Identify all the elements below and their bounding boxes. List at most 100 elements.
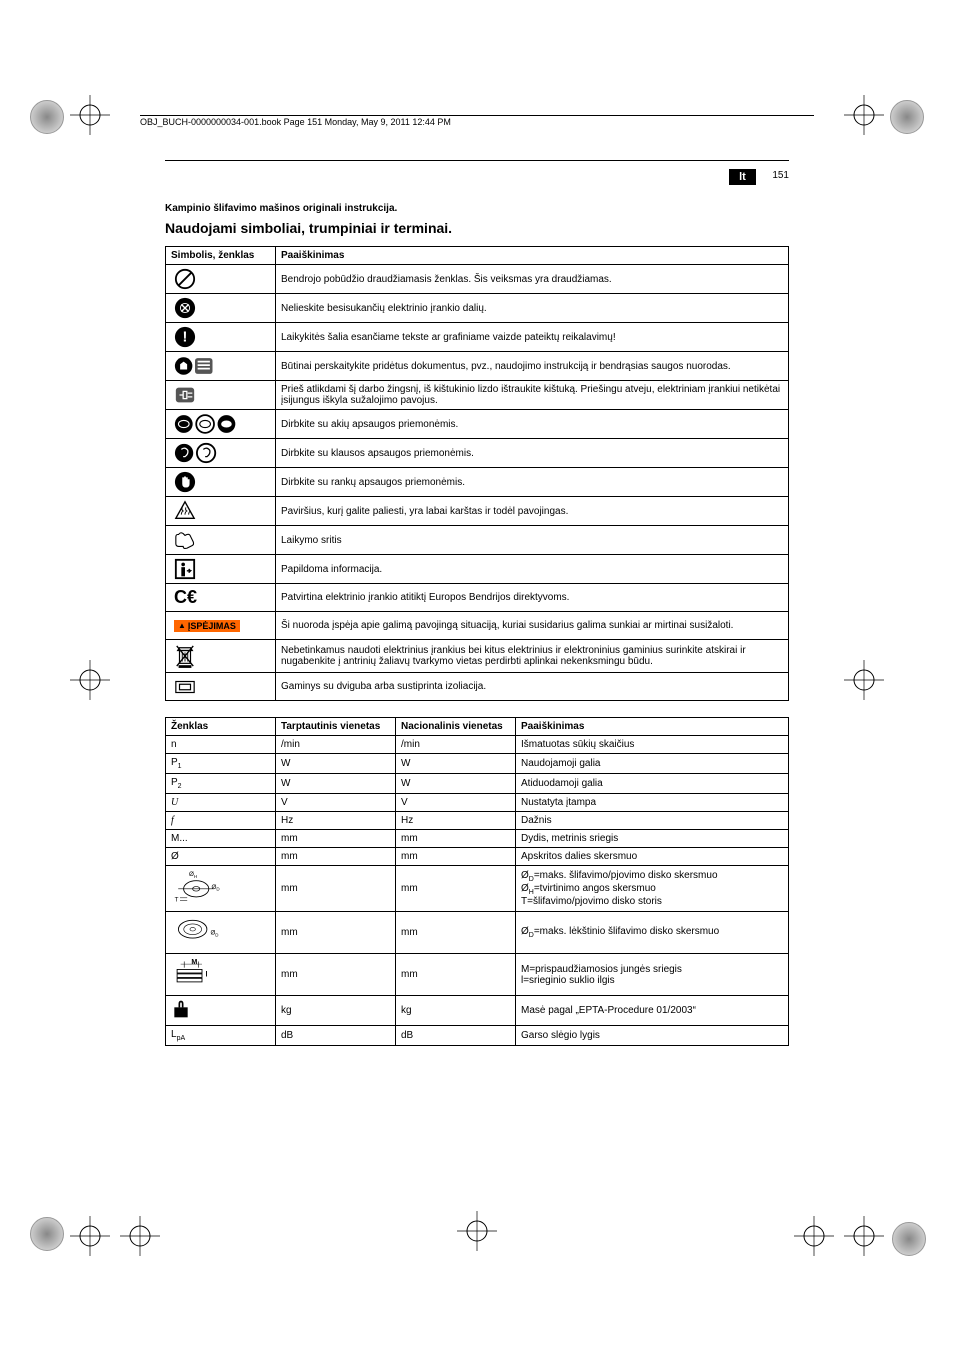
table-header: Ženklas	[166, 718, 276, 736]
unit-symbol: Ml	[166, 954, 276, 996]
ear-protect-icon	[166, 439, 276, 468]
top-rule	[165, 160, 789, 161]
table-row: M...mmmmDydis, metrinis sriegis	[166, 830, 789, 848]
national-unit: dB	[396, 1026, 516, 1046]
table-header: Nacionalinis vienetas	[396, 718, 516, 736]
unit-description: Išmatuotas sūkių skaičius	[516, 736, 789, 754]
svg-text:l: l	[206, 971, 208, 979]
intl-unit: mm	[276, 848, 396, 866]
symbol-description: Prieš atlikdami šį darbo žingsnį, iš kiš…	[276, 381, 789, 410]
table-row: ØmmmmApskritos dalies skersmuo	[166, 848, 789, 866]
table-header: Tarptautinis vienetas	[276, 718, 396, 736]
table-row: Laikymo sritis	[166, 526, 789, 555]
national-unit: mm	[396, 830, 516, 848]
svg-text:ØH: ØH	[189, 871, 197, 879]
unit-description: Nustatyta įtampa	[516, 794, 789, 812]
table-row: fHzHzDažnis	[166, 812, 789, 830]
intl-unit: mm	[276, 954, 396, 996]
page-header: lt 151	[165, 167, 789, 185]
table-row: ØHØDTmmmmØD=maks. šlifavimo/pjovimo disk…	[166, 866, 789, 912]
table-row: UVVNustatyta įtampa	[166, 794, 789, 812]
table-row: Dirbkite su rankų apsaugos priemonėmis.	[166, 468, 789, 497]
unit-description: Apskritos dalies skersmuo	[516, 848, 789, 866]
unit-description: ØD=maks. šlifavimo/pjovimo disko skersmu…	[516, 866, 789, 912]
unit-symbol: U	[166, 794, 276, 812]
unit-symbol: M...	[166, 830, 276, 848]
intl-unit: mm	[276, 912, 396, 954]
unit-symbol	[166, 996, 276, 1026]
symbol-description: Patvirtina elektrinio įrankio atitiktį E…	[276, 584, 789, 612]
grip-icon	[166, 526, 276, 555]
intl-unit: dB	[276, 1026, 396, 1046]
unit-description: Naudojamoji galia	[516, 754, 789, 774]
table-row: kgkgMasė pagal „EPTA-Procedure 01/2003“	[166, 996, 789, 1026]
table-row: n/min/minIšmatuotas sūkių skaičius	[166, 736, 789, 754]
table-row: ØDmmmmØD=maks. lėkštinio šlifavimo disko…	[166, 912, 789, 954]
intl-unit: kg	[276, 996, 396, 1026]
info-round-icon: !	[166, 323, 276, 352]
read-docs-icon	[166, 352, 276, 381]
unplug-icon	[166, 381, 276, 410]
symbol-description: Papildoma informacija.	[276, 555, 789, 584]
national-unit: W	[396, 754, 516, 774]
symbol-description: Ši nuoroda įspėja apie galimą pavojingą …	[276, 612, 789, 640]
svg-text:!: !	[183, 330, 188, 346]
page-number: 151	[772, 170, 789, 181]
table-header: Paaiškinimas	[276, 247, 789, 265]
table-row: Paviršius, kurį galite paliesti, yra lab…	[166, 497, 789, 526]
unit-symbol: f	[166, 812, 276, 830]
unit-description: Dažnis	[516, 812, 789, 830]
svg-text:ØD: ØD	[212, 884, 221, 892]
symbol-description: Dirbkite su rankų apsaugos priemonėmis.	[276, 468, 789, 497]
table-row: Papildoma informacija.	[166, 555, 789, 584]
table-row: Prieš atlikdami šį darbo žingsnį, iš kiš…	[166, 381, 789, 410]
table-row: P2WWAtiduodamoji galia	[166, 774, 789, 794]
unit-symbol: Ø	[166, 848, 276, 866]
unit-symbol: ØD	[166, 912, 276, 954]
symbol-description: Nelieskite besisukančių elektrinio įrank…	[276, 294, 789, 323]
unit-symbol: P1	[166, 754, 276, 774]
hand-protect-icon	[166, 468, 276, 497]
warning-icon: ĮSPĖJIMAS	[166, 612, 276, 640]
table-row: MlmmmmM=prispaudžiamosios jungės sriegis…	[166, 954, 789, 996]
weee-icon	[166, 640, 276, 673]
ce-icon: C€	[166, 584, 276, 612]
national-unit: Hz	[396, 812, 516, 830]
page-content: lt 151 Kampinio šlifavimo mašinos origin…	[0, 0, 954, 1351]
national-unit: W	[396, 774, 516, 794]
unit-description: Masė pagal „EPTA-Procedure 01/2003“	[516, 996, 789, 1026]
unit-symbol: ØH ØD T	[166, 866, 276, 912]
unit-description: M=prispaudžiamosios jungės sriegisl=srie…	[516, 954, 789, 996]
table-row: Dirbkite su akių apsaugos priemonėmis.	[166, 410, 789, 439]
table-row: Nelieskite besisukančių elektrinio įrank…	[166, 294, 789, 323]
unit-symbol: LpA	[166, 1026, 276, 1046]
symbol-description: Bendrojo pobūdžio draudžiamasis ženklas.…	[276, 265, 789, 294]
symbol-description: Gaminys su dviguba arba sustiprinta izol…	[276, 673, 789, 701]
intl-unit: Hz	[276, 812, 396, 830]
symbol-description: Laikymo sritis	[276, 526, 789, 555]
symbol-description: Dirbkite su akių apsaugos priemonėmis.	[276, 410, 789, 439]
table-row: Bendrojo pobūdžio draudžiamasis ženklas.…	[166, 265, 789, 294]
national-unit: mm	[396, 912, 516, 954]
symbol-description: Nebetinkamus naudoti elektrinius įrankiu…	[276, 640, 789, 673]
national-unit: V	[396, 794, 516, 812]
svg-text:T: T	[175, 896, 179, 903]
table-row: ! Laikykitės šalia esančiame tekste ar gr…	[166, 323, 789, 352]
symbol-description: Dirbkite su klausos apsaugos priemonėmis…	[276, 439, 789, 468]
svg-text:M: M	[191, 958, 197, 966]
svg-text:ØD: ØD	[210, 930, 218, 938]
table-row: C€Patvirtina elektrinio įrankio atitiktį…	[166, 584, 789, 612]
national-unit: mm	[396, 866, 516, 912]
language-code: lt	[729, 169, 756, 185]
table-row: ĮSPĖJIMASŠi nuoroda įspėja apie galimą p…	[166, 612, 789, 640]
table-row: LpAdBdBGarso slėgio lygis	[166, 1026, 789, 1046]
eye-protect-icon	[166, 410, 276, 439]
prohibit-icon	[166, 265, 276, 294]
intl-unit: W	[276, 754, 396, 774]
intl-unit: /min	[276, 736, 396, 754]
symbols-table: Simbolis, ženklas Paaiškinimas Bendrojo …	[165, 246, 789, 701]
symbol-description: Laikykitės šalia esančiame tekste ar gra…	[276, 323, 789, 352]
document-title: Naudojami simboliai, trumpiniai ir termi…	[165, 220, 789, 236]
unit-description: Atiduodamoji galia	[516, 774, 789, 794]
symbol-description: Paviršius, kurį galite paliesti, yra lab…	[276, 497, 789, 526]
